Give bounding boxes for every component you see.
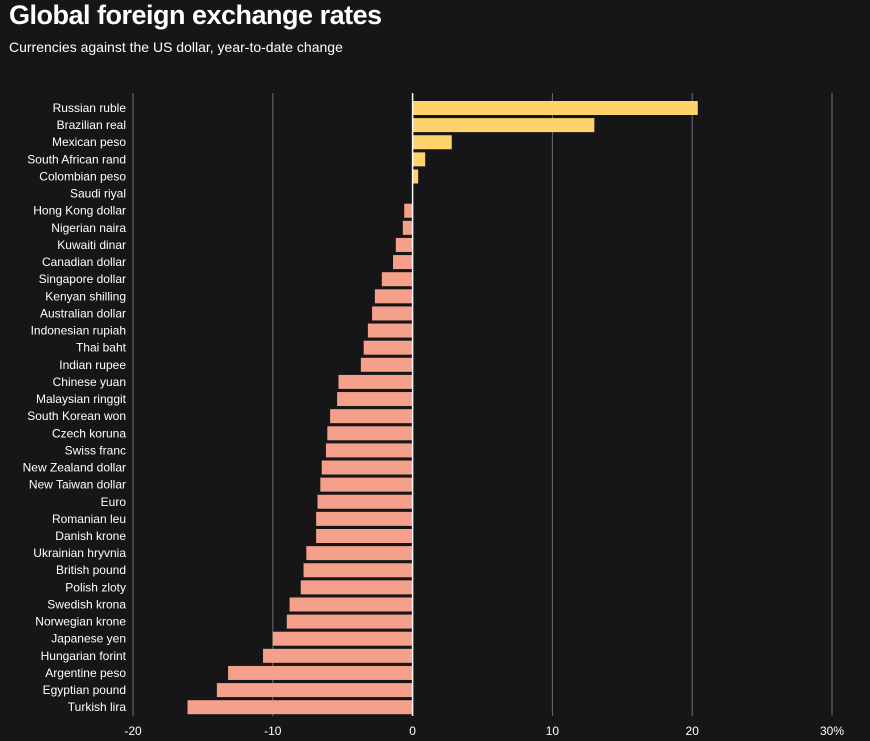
bar-thai-baht [363,340,413,355]
bar-hong-kong-dollar [404,203,413,218]
bar-egyptian-pound [216,683,413,698]
bar-russian-ruble [412,101,698,115]
category-label: Malaysian ringgit [36,392,127,406]
chart-subtitle: Currencies against the US dollar, year-t… [9,39,343,55]
category-label: Brazilian real [57,118,126,132]
category-label: Swiss franc [65,443,126,457]
category-label: Czech koruna [52,426,126,440]
bar-swiss-franc [325,443,413,458]
bar-new-taiwan-dollar [320,477,413,492]
bar-singapore-dollar [381,272,413,287]
category-label: Mexican peso [52,135,126,149]
bar-danish-krone [316,529,413,543]
bar-czech-koruna [327,426,413,441]
category-label: Romanian leu [52,512,126,526]
x-tick-label: 20 [686,724,700,738]
category-label: Thai baht [76,341,127,355]
bar-indonesian-rupiah [367,323,413,338]
category-label: Chinese yuan [53,375,126,389]
category-label: Indian rupee [59,358,126,372]
bar-indian-rupee [360,357,413,372]
chart-title: Global foreign exchange rates [9,0,382,30]
category-label: Japanese yen [51,632,126,646]
x-tick-label: 10 [546,724,560,738]
category-label: Turkish lira [68,700,127,714]
bar-new-zealand-dollar [321,460,413,475]
bar-argentine-peso [228,665,413,680]
bar-kenyan-shilling [374,289,413,304]
category-label: South Korean won [27,409,126,423]
bar-brazilian-real [412,118,595,133]
bar-south-korean-won [330,409,413,424]
category-label: Euro [101,495,127,509]
bar-australian-dollar [372,306,413,321]
x-tick-label: -10 [264,724,282,738]
bar-turkish-lira [187,700,413,715]
grid-layer [132,93,833,716]
bar-malaysian-ringgit [337,392,413,407]
x-tick-label: 30% [820,724,844,738]
bar-nigerian-naira [402,220,413,235]
category-label: Kuwaiti dinar [57,238,126,252]
category-label: Canadian dollar [42,255,126,269]
category-label: Kenyan shilling [45,289,126,303]
bar-norwegian-krone [286,614,413,629]
bar-kuwaiti-dinar [395,237,413,252]
bar-japanese-yen [272,631,413,646]
bar-hungarian-forint [263,648,413,663]
category-label: New Zealand dollar [23,461,126,475]
category-label: Saudi riyal [70,187,126,201]
bar-romanian-leu [316,511,413,526]
bar-british-pound [303,563,413,578]
bar-polish-zloty [300,580,413,595]
category-label: Colombian peso [39,169,126,183]
category-label: British pound [56,563,126,577]
bar-south-african-rand [412,152,426,167]
category-label: Polish zloty [65,580,126,594]
category-label: Singapore dollar [39,272,126,286]
bar-euro [317,494,413,509]
category-label: Norwegian krone [35,615,126,629]
category-label: Argentine peso [45,666,126,680]
category-label: Danish krone [55,529,126,543]
category-label: Swedish krona [47,597,126,611]
tick-label-layer: -20 -10 0 10 20 30% [124,724,844,738]
bar-mexican-peso [412,135,452,150]
category-label: Indonesian rupiah [31,324,126,338]
bar-swedish-krona [289,597,413,612]
category-label: Russian ruble [53,101,127,115]
bar-colombian-peso [412,169,419,184]
category-label: Hungarian forint [41,649,127,663]
category-label: Nigerian naira [51,221,126,235]
category-label: Egyptian pound [43,683,126,697]
category-label-layer: Russian ruble Brazilian real Mexican peso S… [23,101,127,714]
bar-ukrainian-hryvnia [306,546,413,561]
category-label: Australian dollar [40,306,126,320]
x-tick-label: 0 [409,724,416,738]
bar-canadian-dollar [393,255,413,270]
bar-layer [187,101,698,715]
x-tick-label: -20 [124,724,142,738]
category-label: New Taiwan dollar [29,478,126,492]
bar-chinese-yuan [338,374,413,389]
category-label: Hong Kong dollar [33,204,126,218]
category-label: Ukrainian hryvnia [33,546,126,560]
category-label: South African rand [27,152,126,166]
